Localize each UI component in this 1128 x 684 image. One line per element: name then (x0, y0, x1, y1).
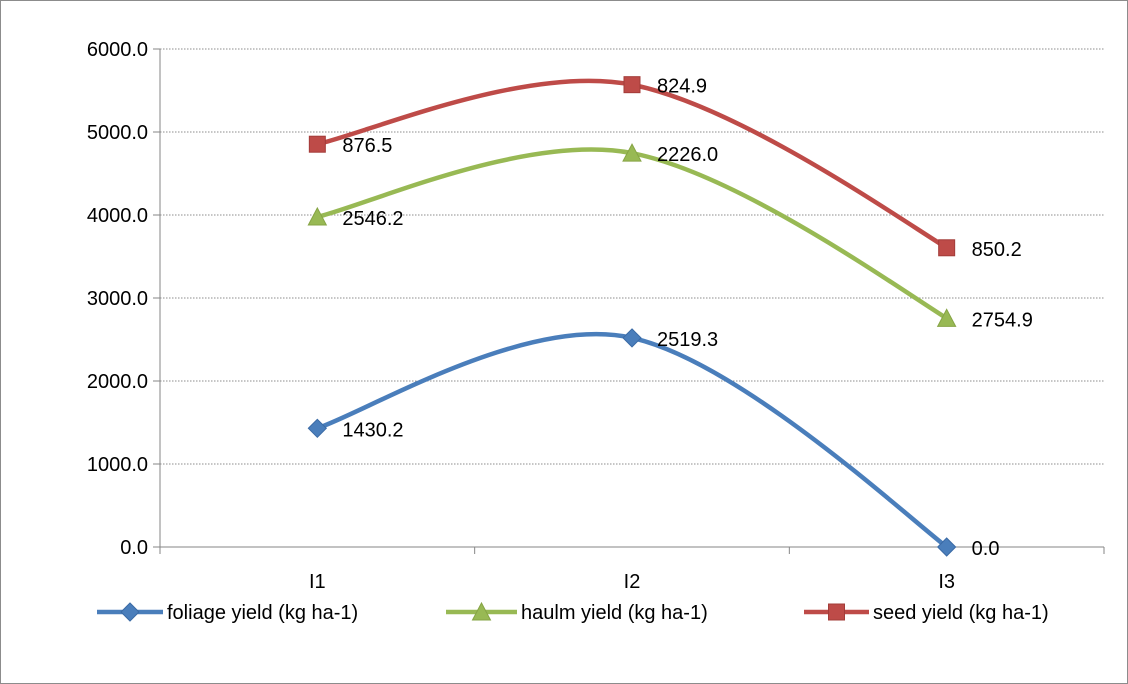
data-point-marker (936, 537, 957, 557)
y-tick-label: 1000.0 (87, 454, 148, 476)
data-label: 2546.2 (342, 208, 403, 230)
x-axis-ticks: I1 I2 I3 (309, 571, 955, 593)
series-line-3 (315, 78, 949, 251)
y-tick-label: 6000.0 (87, 39, 148, 61)
legend-swatch-marker (471, 601, 492, 621)
legend-label: haulm yield (kg ha-1) (521, 602, 708, 624)
y-tick-label: 3000.0 (87, 288, 148, 310)
gridlines (160, 48, 1104, 465)
data-label: 1430.2 (342, 419, 403, 441)
legend-item: seed yield (kg ha-1) (804, 602, 1049, 624)
data-point-marker (623, 76, 641, 94)
legend-swatch-marker (828, 603, 845, 621)
data-point-marker (936, 308, 957, 327)
data-point-marker (622, 143, 642, 162)
y-tick-label: 4000.0 (87, 205, 148, 227)
legend: foliage yield (kg ha-1) haulm yield (kg h… (97, 601, 1049, 624)
data-point-marker (622, 328, 642, 348)
data-point-marker (307, 206, 328, 226)
x-tick-label: I3 (938, 571, 955, 593)
data-label: 2519.3 (657, 329, 718, 351)
series-markers (307, 76, 957, 557)
data-labels: 1430.2 2519.3 0.0 2546.2 2226.0 2754.9 876.5 82… (342, 76, 1033, 560)
series-line-2 (315, 147, 949, 321)
legend-item: foliage yield (kg ha-1) (97, 602, 358, 624)
data-label: 2226.0 (657, 144, 718, 166)
legend-swatch-marker (120, 602, 140, 622)
data-point-marker (308, 135, 326, 153)
data-point-marker (307, 418, 328, 439)
x-tick-label: I1 (309, 571, 326, 593)
y-tick-label: 0.0 (120, 537, 148, 559)
data-label: 0.0 (972, 538, 1000, 560)
y-tick-label: 2000.0 (87, 371, 148, 393)
y-axis-ticks: 0.0 1000.0 2000.0 3000.0 4000.0 5000.0 6000.0 (87, 39, 148, 559)
legend-label: seed yield (kg ha-1) (873, 602, 1049, 624)
data-point-marker (938, 239, 956, 257)
legend-item: haulm yield (kg ha-1) (446, 601, 708, 624)
data-label: 850.2 (972, 239, 1022, 261)
data-label: 824.9 (657, 76, 707, 98)
y-tick-label: 5000.0 (87, 122, 148, 144)
series-line-1 (315, 331, 949, 550)
x-tick-label: I2 (624, 571, 641, 593)
data-label: 876.5 (342, 135, 392, 157)
axes (153, 48, 1105, 554)
legend-label: foliage yield (kg ha-1) (167, 602, 358, 624)
data-label: 2754.9 (972, 309, 1033, 331)
